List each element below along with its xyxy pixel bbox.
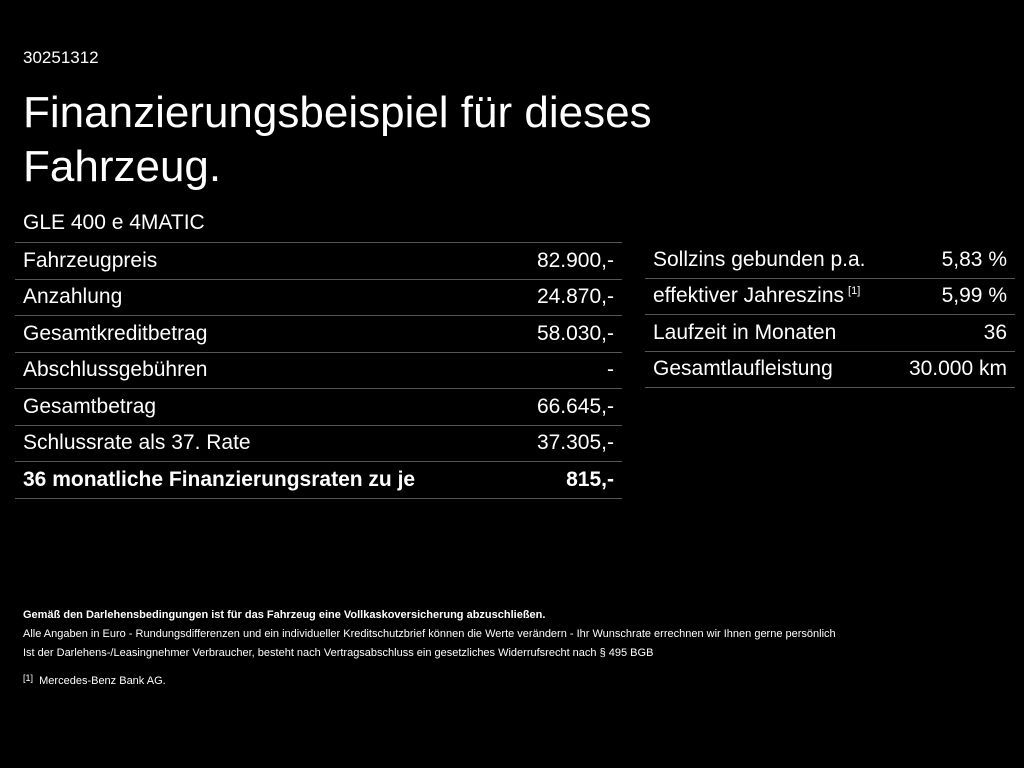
table-row: Gesamtkreditbetrag 58.030,-	[15, 316, 622, 353]
footer: Gemäß den Darlehensbedingungen ist für d…	[23, 606, 836, 691]
row-label-text: Gesamtlaufleistung	[653, 357, 833, 381]
row-note: [1]	[848, 285, 861, 298]
row-label-text: Abschlussgebühren	[23, 358, 208, 382]
row-label: effektiver Jahreszins [1]	[653, 284, 860, 308]
table-row: Anzahlung 24.870,-	[15, 280, 622, 316]
table-row: Fahrzeugpreis 82.900,-	[15, 243, 622, 280]
title-line: Fahrzeug.	[23, 142, 222, 191]
table-row: effektiver Jahreszins [1] 5,99 %	[645, 279, 1015, 315]
table-row: Gesamtbetrag 66.645,-	[15, 389, 622, 426]
row-label-text: Fahrzeugpreis	[23, 248, 158, 272]
footnote: [1] Mercedes-Benz Bank AG.	[23, 669, 836, 691]
row-label: Gesamtbetrag	[23, 395, 156, 419]
row-label: Fahrzeugpreis	[23, 249, 157, 273]
footer-line: Ist der Darlehens-/Leasingnehmer Verbrau…	[23, 647, 654, 659]
table-row: Abschlussgebühren -	[15, 353, 622, 389]
offer-id: 30251312	[23, 48, 99, 67]
footer-bold: Gemäß den Darlehensbedingungen ist für d…	[23, 609, 546, 621]
title-line: Finanzierungsbeispiel für dieses	[23, 88, 652, 137]
row-label-text: Anzahlung	[23, 285, 123, 309]
row-label: 36 monatliche Finanzierungsraten zu je	[23, 468, 415, 492]
row-value: 66.645,-	[536, 394, 614, 418]
footer-line: Alle Angaben in Euro - Rundungsdifferenz…	[23, 628, 836, 640]
row-label-text: Gesamtbetrag	[23, 394, 157, 418]
row-label: Gesamtkreditbetrag	[23, 322, 207, 346]
row-label-text: Gesamtkreditbetrag	[23, 321, 208, 345]
row-value: 30.000 km	[908, 357, 1007, 381]
table-row: Schlussrate als 37. Rate 37.305,-	[15, 426, 622, 462]
row-label: Schlussrate als 37. Rate	[23, 431, 251, 455]
left-table: Fahrzeugpreis 82.900,- Anzahlung 24.870,- Ge…	[15, 242, 622, 499]
row-label-text: 36 monatliche Finanzierungsraten zu je	[23, 467, 416, 491]
table-row: 36 monatliche Finanzierungsraten zu je 81…	[15, 462, 622, 499]
row-label: Sollzins gebunden p.a.	[653, 248, 866, 272]
row-label-text: effektiver Jahreszins	[653, 284, 845, 308]
row-label: Anzahlung	[23, 285, 122, 309]
row-value: 82.900,-	[536, 248, 614, 272]
right-table: Sollzins gebunden p.a. 5,83 % effektiver J…	[645, 242, 1015, 388]
footnote-marker: [1]	[23, 673, 34, 683]
row-value: 36	[983, 320, 1007, 344]
model: GLE 400 e 4MATIC	[23, 211, 205, 234]
row-label: Abschlussgebühren	[23, 358, 207, 382]
row-label-text: Laufzeit in Monaten	[653, 320, 837, 344]
table-row: Gesamtlaufleistung 30.000 km	[645, 352, 1015, 388]
row-label-text: Schlussrate als 37. Rate	[23, 431, 251, 455]
row-value: 5,83 %	[941, 247, 1007, 271]
row-value: -	[607, 358, 614, 382]
row-label: Laufzeit in Monaten	[653, 321, 836, 345]
row-label: Gesamtlaufleistung	[653, 357, 833, 381]
row-value: 24.870,-	[536, 285, 614, 309]
table-row: Sollzins gebunden p.a. 5,83 %	[645, 242, 1015, 279]
table-row: Laufzeit in Monaten 36	[645, 315, 1015, 352]
footnote-text: Mercedes-Benz Bank AG.	[39, 675, 166, 687]
row-value: 58.030,-	[536, 321, 614, 345]
row-value: 815,-	[566, 467, 614, 491]
title: Finanzierungsbeispiel für dieses Fahrzeu…	[23, 86, 652, 194]
row-value: 5,99 %	[941, 284, 1007, 308]
row-label-text: Sollzins gebunden p.a.	[653, 247, 866, 271]
row-value: 37.305,-	[536, 431, 614, 455]
